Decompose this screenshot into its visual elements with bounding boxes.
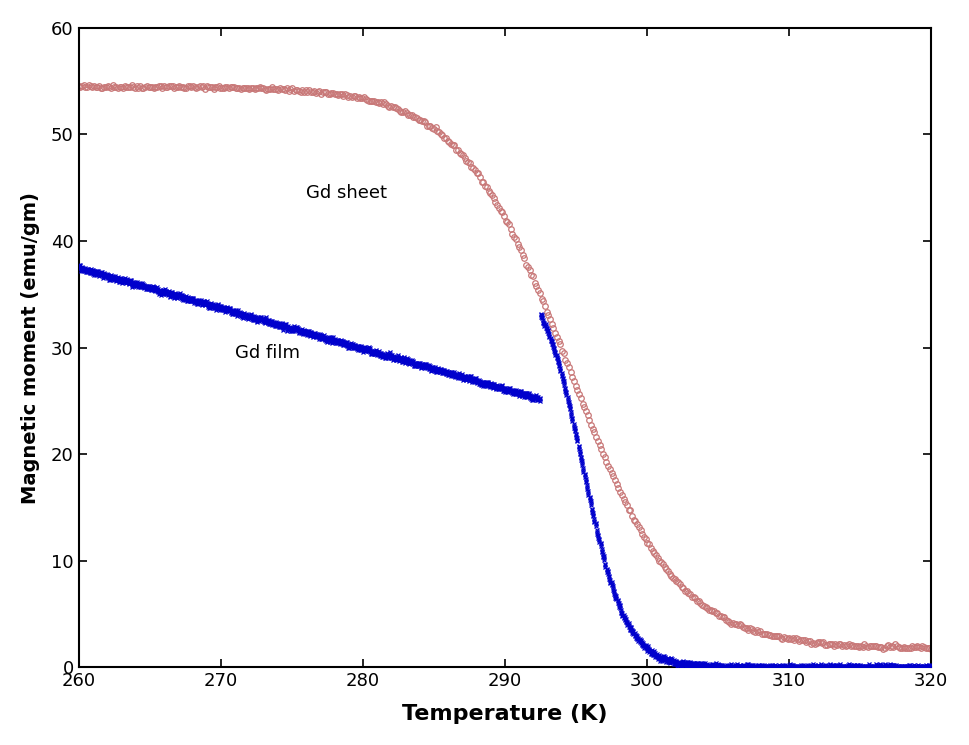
Text: Gd sheet: Gd sheet xyxy=(306,185,387,203)
X-axis label: Temperature (K): Temperature (K) xyxy=(402,704,608,724)
Y-axis label: Magnetic moment (emu/gm): Magnetic moment (emu/gm) xyxy=(20,191,40,504)
Text: Gd film: Gd film xyxy=(234,344,299,362)
